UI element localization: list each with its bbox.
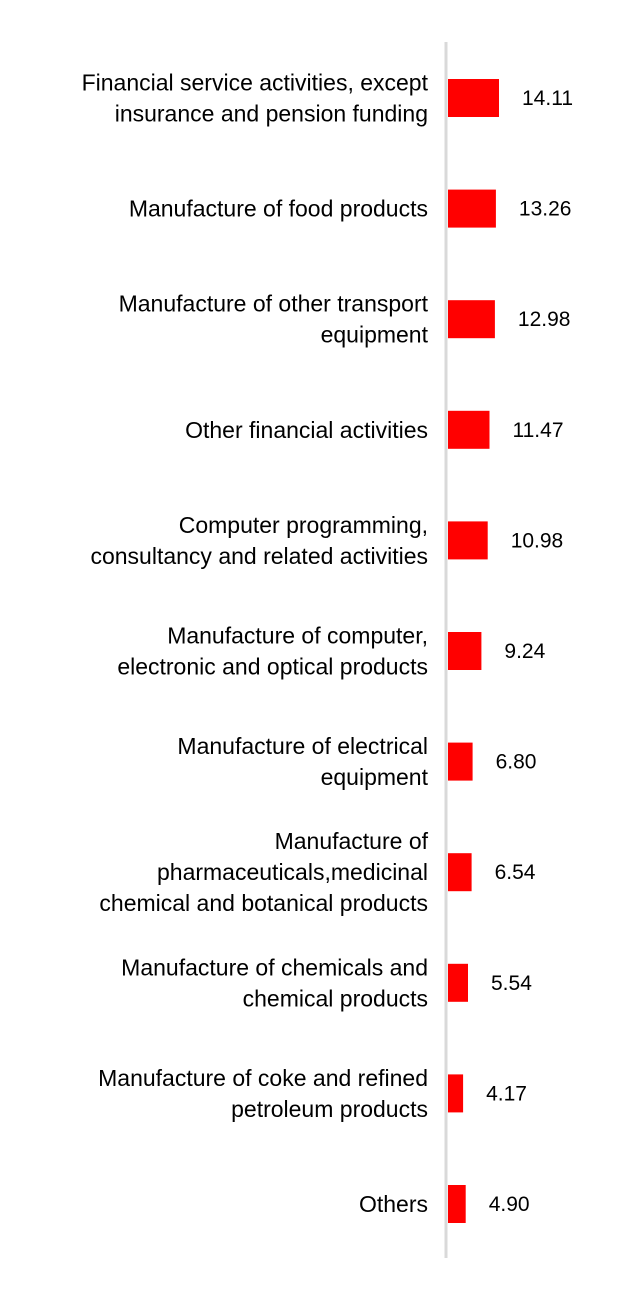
value-label: 4.17 [486,1082,527,1105]
category-label-line: Manufacture of chemicals and [121,954,428,980]
category-label-line: chemical products [243,985,428,1011]
bar [448,963,468,1002]
category-label-line: Manufacture of [275,828,429,854]
bar [448,1074,464,1113]
bar [448,1185,466,1223]
value-label: 6.80 [496,751,537,774]
bar [448,853,472,892]
value-label: 12.98 [518,308,571,331]
bar [448,521,488,560]
value-label: 13.26 [519,198,572,221]
category-label-line: Other financial activities [185,417,428,443]
bar [448,742,473,781]
category-label: Financial service activities, except insu… [82,70,429,127]
category-label: Computer programming, consultancy and rel… [90,512,428,569]
category-label: Manufacture of food products [129,196,428,222]
bar [448,410,490,449]
value-label: 9.24 [504,640,545,663]
value-label: 10.98 [511,529,564,552]
category-label: Manufacture of coke and refined petroleum… [98,1065,428,1122]
category-label-line: Manufacture of electrical [177,733,428,759]
category-label-line: pharmaceuticals,medicinal [157,859,428,885]
bar [448,300,495,339]
category-label: Manufacture of pharmaceuticals,medicinal c… [99,828,428,916]
category-label-line: Financial service activities, except [82,70,429,96]
category-label-line: chemical and botanical products [99,890,428,916]
category-label: Manufacture of other transport equipment [119,291,429,348]
category-label-line: Computer programming, [179,512,428,538]
category-label: Others [359,1191,428,1217]
category-label: Manufacture of electrical equipment [177,733,428,790]
category-label-line: Manufacture of other transport [119,291,429,317]
category-label: Manufacture of computer, electronic and o… [117,623,428,680]
category-label-line: Manufacture of coke and refined [98,1065,428,1091]
category-label-line: insurance and pension funding [115,101,428,127]
category-label-line: electronic and optical products [117,654,428,680]
value-label: 4.90 [489,1193,530,1216]
category-label: Manufacture of chemicals and chemical pro… [121,954,428,1011]
value-label: 11.47 [513,419,564,442]
value-label: 14.11 [522,87,573,110]
category-label-line: equipment [321,764,429,790]
category-label-line: Manufacture of computer, [167,623,428,649]
value-label: 5.54 [491,972,532,995]
bar [448,189,496,228]
category-label-line: Manufacture of food products [129,196,428,222]
category-label: Other financial activities [185,417,428,443]
bar [448,79,499,117]
category-label-line: Others [359,1191,428,1217]
category-label-line: petroleum products [231,1096,428,1122]
category-label-line: equipment [321,322,429,348]
value-label: 6.54 [495,861,536,884]
bar [448,632,482,670]
category-label-line: consultancy and related activities [90,543,428,569]
